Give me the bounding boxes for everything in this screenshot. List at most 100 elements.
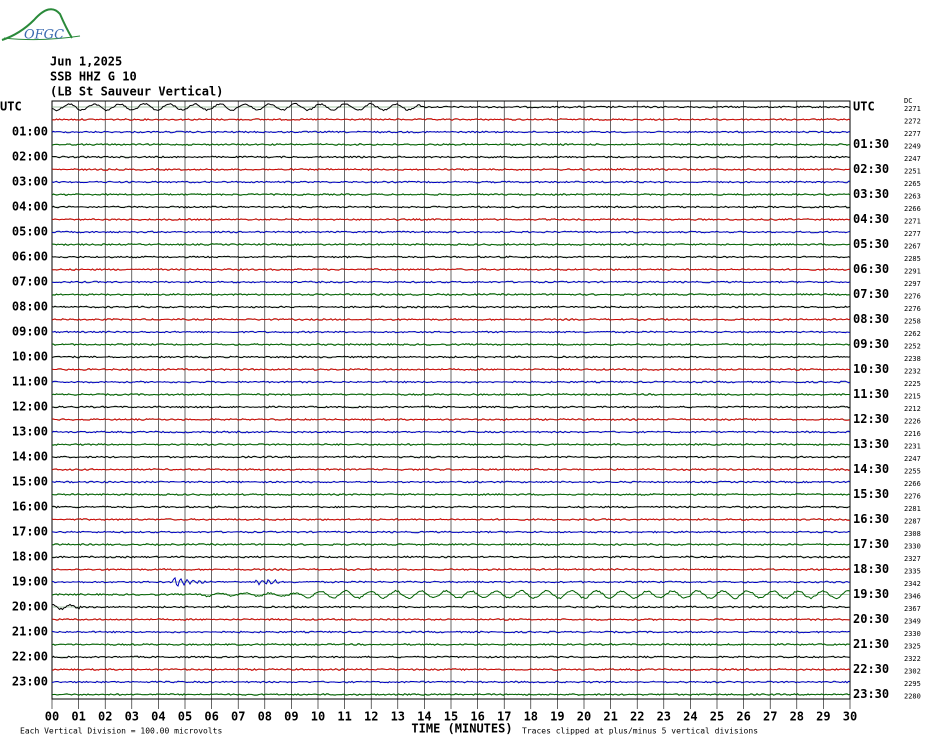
trace bbox=[51, 330, 851, 334]
dc-title: DC bbox=[904, 97, 912, 105]
clip-note: Traces clipped at plus/minus 5 vertical … bbox=[522, 727, 758, 736]
logo-curve bbox=[1, 8, 73, 41]
left-time-label: 22:00 bbox=[12, 650, 48, 664]
x-tick-label: 03 bbox=[125, 710, 139, 724]
x-tick-label: 01 bbox=[71, 710, 85, 724]
trace bbox=[51, 530, 851, 534]
header-line: (LB St Sauveur Vertical) bbox=[50, 85, 223, 99]
dc-offset: 2276 bbox=[904, 293, 921, 301]
x-tick-label: 16 bbox=[470, 710, 484, 724]
dc-offset: 2335 bbox=[904, 568, 921, 576]
dc-offset: 2287 bbox=[904, 518, 921, 526]
dc-offset: 2308 bbox=[904, 530, 921, 538]
trace bbox=[51, 243, 851, 246]
left-time-label: 10:00 bbox=[12, 350, 48, 364]
trace bbox=[51, 305, 851, 309]
x-tick-label: 10 bbox=[311, 710, 325, 724]
left-time-label: 03:00 bbox=[12, 175, 48, 189]
trace bbox=[51, 655, 851, 659]
dc-offset: 2330 bbox=[904, 543, 921, 551]
trace bbox=[51, 603, 851, 611]
x-tick-label: 00 bbox=[45, 710, 59, 724]
trace bbox=[51, 680, 851, 684]
dc-offset: 2249 bbox=[904, 143, 921, 151]
dc-offset: 2302 bbox=[904, 668, 921, 676]
dc-offset: 2216 bbox=[904, 430, 921, 438]
trace bbox=[51, 618, 850, 621]
dc-offset: 2232 bbox=[904, 368, 921, 376]
trace bbox=[51, 643, 851, 646]
right-time-label: 14:30 bbox=[853, 462, 889, 476]
trace bbox=[51, 155, 851, 159]
x-tick-label: 27 bbox=[763, 710, 777, 724]
right-time-label: 02:30 bbox=[853, 162, 889, 176]
trace bbox=[51, 255, 851, 259]
dc-offset: 2266 bbox=[904, 480, 921, 488]
x-tick-label: 25 bbox=[710, 710, 724, 724]
x-tick-label: 26 bbox=[736, 710, 750, 724]
trace bbox=[51, 168, 851, 171]
dc-offset: 2271 bbox=[904, 105, 921, 113]
x-tick-label: 14 bbox=[417, 710, 431, 724]
left-time-label: 14:00 bbox=[12, 450, 48, 464]
dc-offset: 2215 bbox=[904, 393, 921, 401]
x-tick-label: 29 bbox=[816, 710, 830, 724]
trace bbox=[51, 117, 851, 121]
trace bbox=[51, 292, 851, 296]
x-tick-label: 17 bbox=[497, 710, 511, 724]
trace bbox=[51, 343, 851, 347]
trace bbox=[51, 468, 851, 471]
dc-offset: 2272 bbox=[904, 118, 921, 126]
dc-offset: 2247 bbox=[904, 455, 921, 463]
trace bbox=[51, 555, 851, 559]
dc-offset: 2342 bbox=[904, 580, 921, 588]
dc-offset: 2238 bbox=[904, 355, 921, 363]
left-time-label: 19:00 bbox=[12, 575, 48, 589]
left-time-label: 01:00 bbox=[12, 125, 48, 139]
trace bbox=[51, 143, 850, 146]
x-tick-label: 20 bbox=[577, 710, 591, 724]
right-time-label: 08:30 bbox=[853, 312, 889, 326]
dc-offset: 2277 bbox=[904, 130, 921, 138]
dc-offset: 2349 bbox=[904, 618, 921, 626]
x-tick-label: 07 bbox=[231, 710, 245, 724]
x-tick-label: 09 bbox=[284, 710, 298, 724]
right-time-label: 01:30 bbox=[853, 137, 889, 151]
right-time-label: 07:30 bbox=[853, 287, 889, 301]
dc-offset: 2327 bbox=[904, 555, 921, 563]
dc-offset: 2247 bbox=[904, 155, 921, 163]
left-time-label: 09:00 bbox=[12, 325, 48, 339]
dc-offset: 2281 bbox=[904, 505, 921, 513]
left-time-label: 08:00 bbox=[12, 300, 48, 314]
dc-offset: 2258 bbox=[904, 318, 921, 326]
right-time-label: UTC bbox=[853, 100, 875, 114]
dc-offset: 2330 bbox=[904, 630, 921, 638]
x-tick-label: 05 bbox=[178, 710, 192, 724]
trace bbox=[51, 430, 851, 434]
left-time-label: 20:00 bbox=[12, 600, 48, 614]
dc-offset: 2226 bbox=[904, 418, 921, 426]
left-time-label: 05:00 bbox=[12, 225, 48, 239]
x-axis-title: TIME (MINUTES) bbox=[411, 722, 512, 736]
dc-offset: 2291 bbox=[904, 268, 921, 276]
right-time-label: 20:30 bbox=[853, 612, 889, 626]
trace bbox=[51, 455, 851, 459]
dc-offset: 2295 bbox=[904, 680, 921, 688]
left-time-label: 18:00 bbox=[12, 550, 48, 564]
x-tick-label: 08 bbox=[258, 710, 272, 724]
trace bbox=[51, 317, 851, 321]
x-tick-label: 02 bbox=[98, 710, 112, 724]
dc-offset: 2346 bbox=[904, 593, 921, 601]
right-time-label: 23:30 bbox=[853, 687, 889, 701]
trace bbox=[51, 218, 851, 222]
dc-offset: 2325 bbox=[904, 643, 921, 651]
trace bbox=[51, 693, 851, 696]
trace bbox=[51, 280, 851, 284]
dc-offset: 2263 bbox=[904, 193, 921, 201]
trace bbox=[51, 130, 851, 134]
right-time-label: 06:30 bbox=[853, 262, 889, 276]
left-time-label: 13:00 bbox=[12, 425, 48, 439]
dc-offset: 2367 bbox=[904, 605, 921, 613]
dc-offset: 2322 bbox=[904, 655, 921, 663]
